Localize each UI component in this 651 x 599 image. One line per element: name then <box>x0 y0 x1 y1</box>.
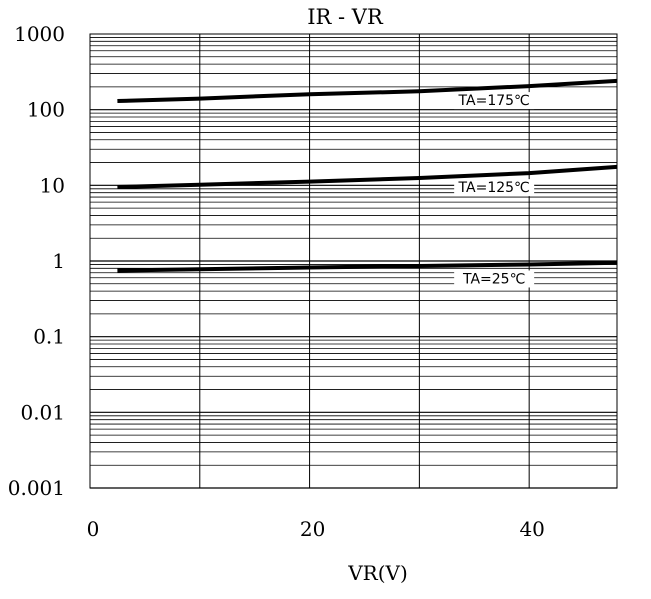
annotation-label: TA=25℃ <box>462 271 525 287</box>
y-tick-label: 0.01 <box>20 400 65 424</box>
grid <box>89 33 618 489</box>
y-tick-label: 100 <box>27 98 65 122</box>
x-tick-labels: 0 20 40 <box>87 517 545 541</box>
x-tick-label: 20 <box>300 517 325 541</box>
x-tick-label: 40 <box>519 517 544 541</box>
annotations: TA=175℃ TA=125℃ TA=25℃ <box>454 92 535 288</box>
series-line-2 <box>117 260 618 273</box>
series-line-0 <box>117 78 618 103</box>
series-line-1 <box>117 164 618 189</box>
y-tick-label: 1 <box>52 249 65 273</box>
y-tick-labels: 1000 100 10 1 0.1 0.01 0.001 <box>8 22 65 500</box>
series-lines <box>117 78 618 273</box>
annotation-label: TA=125℃ <box>458 180 530 196</box>
chart-title: IR - VR <box>307 5 384 29</box>
annotation-bg <box>454 179 535 197</box>
y-tick-label: 0.001 <box>8 476 65 500</box>
y-tick-label: 0.1 <box>33 325 65 349</box>
y-tick-label: 10 <box>40 173 65 197</box>
annotation-bg <box>454 92 535 110</box>
annotation-bg <box>454 270 535 288</box>
y-tick-label: 1000 <box>14 22 65 46</box>
x-tick-label: 0 <box>87 517 100 541</box>
annotation-label: TA=175℃ <box>458 93 530 109</box>
x-axis-label: VR(V) <box>347 561 408 585</box>
